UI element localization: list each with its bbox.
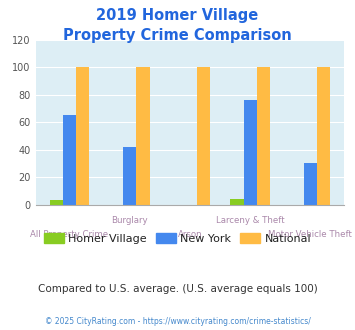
Bar [304,163,317,205]
Text: Motor Vehicle Theft: Motor Vehicle Theft [268,230,353,239]
Bar [63,115,76,205]
Text: Arson: Arson [178,230,202,239]
Legend: Homer Village, New York, National: Homer Village, New York, National [39,229,316,248]
Text: Larceny & Theft: Larceny & Theft [216,216,284,225]
Text: Compared to U.S. average. (U.S. average equals 100): Compared to U.S. average. (U.S. average … [38,284,317,294]
Text: Burglary: Burglary [111,216,148,225]
Bar [76,67,89,205]
Bar [50,200,63,205]
Bar [230,199,244,205]
Bar [244,100,257,205]
Bar [317,67,330,205]
Text: © 2025 CityRating.com - https://www.cityrating.com/crime-statistics/: © 2025 CityRating.com - https://www.city… [45,317,310,326]
Text: All Property Crime: All Property Crime [31,230,109,239]
Bar [136,67,149,205]
Text: 2019 Homer Village: 2019 Homer Village [96,8,259,23]
Bar [197,67,210,205]
Bar [257,67,270,205]
Text: Property Crime Comparison: Property Crime Comparison [63,28,292,43]
Bar [123,147,136,205]
